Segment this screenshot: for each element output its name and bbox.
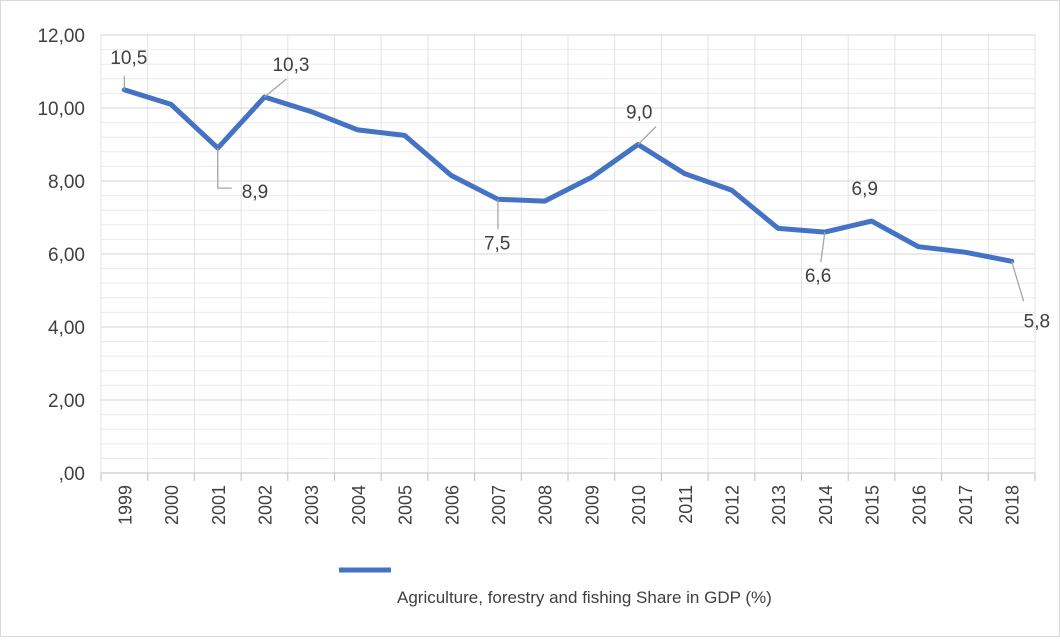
data-label-leader [820, 232, 826, 263]
x-tick-label: 2005 [396, 485, 416, 525]
data-label: 9,0 [626, 103, 652, 124]
x-tick-label: 2008 [536, 485, 556, 525]
y-axis-tick-labels: 12,00 10,00 8,00 6,00 4,00 2,00 ,00 [37, 26, 85, 485]
x-tick-label: 2014 [816, 485, 836, 525]
data-label-leader [1011, 261, 1025, 302]
data-label: 6,9 [852, 179, 878, 200]
x-tick-label: 2016 [909, 485, 929, 525]
x-tick-label: 2001 [209, 485, 229, 525]
series-lines [121, 87, 1015, 264]
x-tick-label: 2013 [769, 485, 789, 525]
y-tick-label: 6,00 [48, 245, 85, 266]
data-label-leader [217, 148, 232, 189]
data-label: 6,6 [805, 266, 831, 287]
y-tick-label: 8,00 [48, 172, 85, 193]
data-label-leader [264, 78, 287, 98]
y-tick-label: 10,00 [37, 99, 85, 120]
x-axis-tick-labels: 1999 2000 2001 2002 2003 2004 2005 2006 2007 2008… [115, 485, 1022, 525]
y-tick-label: 12,00 [37, 26, 85, 47]
y-tick-label: ,00 [59, 464, 85, 485]
x-tick-label: 2017 [956, 485, 976, 525]
x-tick-label: 2004 [349, 485, 369, 525]
x-tick-label: 2010 [629, 485, 649, 525]
x-tick-label: 2012 [722, 485, 742, 525]
data-label: 7,5 [484, 233, 510, 254]
x-axis [100, 472, 1036, 481]
x-tick-label: 2002 [255, 485, 275, 525]
x-tick-label: 2006 [442, 485, 462, 525]
x-tick-label: 2018 [1003, 485, 1023, 525]
x-tick-label: 2007 [489, 485, 509, 525]
x-tick-label: 1999 [115, 485, 135, 525]
x-tick-label: 2011 [676, 485, 696, 524]
data-label: 8,9 [242, 182, 268, 203]
x-tick-label: 2015 [863, 485, 883, 525]
data-label: 5,8 [1024, 311, 1050, 332]
series-line [121, 87, 1015, 264]
data-label-leader [637, 126, 657, 145]
y-tick-label: 4,00 [48, 318, 85, 339]
data-label: 10,3 [272, 55, 309, 76]
legend-entry: Agriculture, forestry and fishing Share … [397, 588, 772, 607]
x-tick-label: 2000 [162, 485, 182, 525]
x-tick-label: 2009 [582, 485, 602, 525]
x-tick-label: 2003 [302, 485, 322, 525]
y-tick-label: 2,00 [48, 391, 85, 412]
data-labels: 10,5 8,9 10,3 7,5 9,0 6,6 6,9 5,8 [110, 48, 1050, 333]
data-label: 10,5 [110, 48, 147, 69]
legend: Agriculture, forestry and fishing Share … [339, 567, 772, 607]
